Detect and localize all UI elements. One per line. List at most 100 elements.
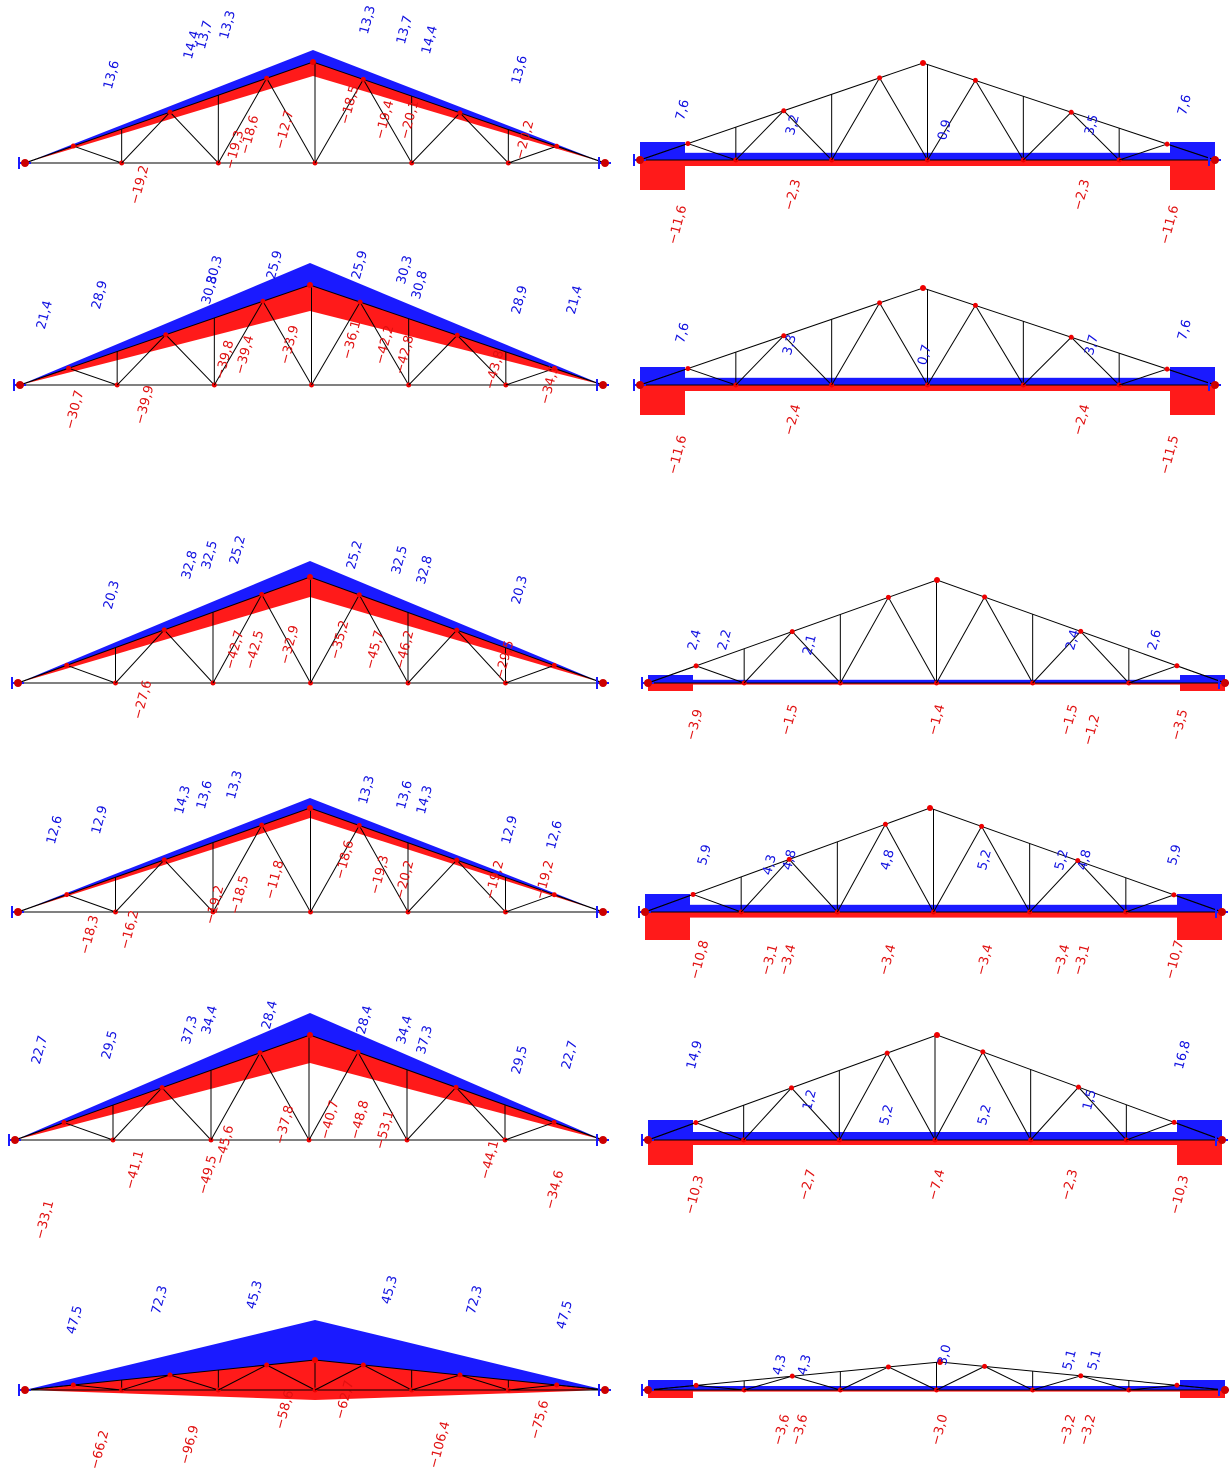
tension-band <box>648 1390 693 1398</box>
compression-label: 34,4 <box>394 1014 416 1046</box>
support-node <box>641 908 649 916</box>
compression-label: 14,3 <box>414 784 436 816</box>
web <box>553 1121 604 1141</box>
compression-label: 13,6 <box>394 779 416 811</box>
node <box>882 821 888 827</box>
web <box>210 1052 261 1141</box>
web <box>744 1375 793 1391</box>
tension-band <box>1177 1140 1222 1165</box>
node <box>1076 1084 1081 1090</box>
web <box>1173 1121 1223 1141</box>
web <box>984 596 1034 684</box>
compression-label: 5,2 <box>877 1103 897 1127</box>
tension-label: −11,8 <box>263 859 288 901</box>
compression-label: 5,2 <box>975 1103 995 1127</box>
web <box>783 335 833 386</box>
compression-band <box>1180 1380 1225 1390</box>
web <box>169 1374 219 1391</box>
node <box>161 627 167 633</box>
compression-label: 28,4 <box>259 999 281 1031</box>
web <box>456 859 506 913</box>
web <box>408 334 458 386</box>
web <box>1030 1086 1079 1141</box>
compression-label: 5,1 <box>1085 1348 1105 1372</box>
compression-label: 13,3 <box>357 4 379 36</box>
node <box>1078 1373 1084 1379</box>
web <box>554 894 604 913</box>
support-node <box>599 908 607 916</box>
compression-label: 4,3 <box>770 1353 790 1377</box>
compression-band <box>648 1380 693 1390</box>
node <box>163 332 169 338</box>
web <box>888 1366 937 1391</box>
compression-label: 12,9 <box>499 814 521 846</box>
tension-label: −96,9 <box>178 1424 203 1466</box>
web <box>17 664 67 684</box>
web <box>169 111 219 164</box>
web <box>112 1087 163 1141</box>
tension-label: −39,4 <box>233 334 258 376</box>
web <box>19 367 69 386</box>
web <box>1173 894 1223 913</box>
compression-label: 3,2 <box>783 113 803 137</box>
compression-band <box>648 1120 693 1140</box>
tension-band <box>1180 1390 1225 1398</box>
compression-label: 30,3 <box>394 254 416 286</box>
tension-label: −36,1 <box>340 319 365 361</box>
web <box>647 1122 697 1141</box>
truss-panel: 22,7 29,5 37,334,4 28,4 28,4 34,437,329,5 22,7… <box>8 999 609 1241</box>
node <box>1164 141 1170 147</box>
tension-label: −75,6 <box>528 1399 553 1441</box>
web <box>1032 631 1082 684</box>
support-node <box>21 159 29 167</box>
compression-label: 34,4 <box>199 1004 221 1036</box>
compression-label: 16,8 <box>1172 1039 1194 1071</box>
web <box>740 859 790 913</box>
node <box>982 594 988 600</box>
support-node <box>636 381 644 389</box>
compression-label: 5,2 <box>1052 848 1072 872</box>
web <box>66 894 116 913</box>
support-node <box>601 1386 609 1394</box>
compression-label: 32,8 <box>179 549 201 581</box>
web <box>1128 1384 1177 1391</box>
node <box>259 592 265 598</box>
compression-label: 2,1 <box>800 633 820 657</box>
compression-label: 5,9 <box>1165 843 1185 867</box>
node <box>885 1364 891 1370</box>
node <box>972 302 978 308</box>
web <box>695 665 745 684</box>
tension-label: −19,4 <box>373 99 398 141</box>
compression-label: 5,1 <box>1060 1348 1080 1372</box>
web <box>936 1365 985 1391</box>
node <box>781 333 787 339</box>
node <box>690 891 696 897</box>
web <box>1176 1384 1226 1391</box>
truss-panel: 21,428,9 30,830,3 25,9 25,9 30,330,8 28,9 21,4… <box>13 249 609 431</box>
tension-band <box>1170 160 1215 190</box>
compression-label: 20,3 <box>101 579 123 611</box>
web <box>213 300 264 386</box>
web <box>554 367 604 386</box>
web <box>556 145 606 164</box>
node <box>259 822 265 828</box>
web <box>358 594 409 684</box>
node <box>307 805 313 811</box>
node <box>979 823 985 829</box>
web <box>1070 336 1120 386</box>
tension-label: −1,4 <box>926 703 949 737</box>
tension-label: −33,1 <box>33 1199 58 1241</box>
node <box>264 1362 270 1368</box>
web <box>505 367 555 386</box>
node <box>1068 334 1074 340</box>
compression-label: 45,3 <box>244 1279 266 1311</box>
compression-label: 5,9 <box>695 843 715 867</box>
node <box>1171 892 1177 898</box>
web <box>266 78 316 164</box>
node <box>356 822 362 828</box>
truss-panel: 12,6 12,914,3 13,6 13,3 13,3 13,614,312,9 12,6… <box>11 769 609 956</box>
web <box>791 631 841 684</box>
tension-band <box>645 912 690 940</box>
web <box>357 1051 408 1141</box>
web <box>1022 336 1072 386</box>
